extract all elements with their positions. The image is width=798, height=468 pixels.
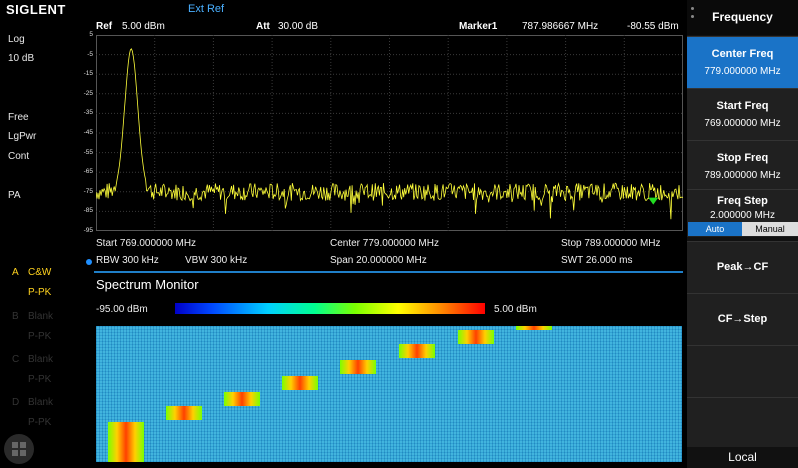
trigger-mode[interactable]: Free <box>8 112 29 123</box>
waterfall-signal <box>166 406 202 420</box>
detector-mode[interactable]: LgPwr <box>8 131 37 142</box>
sweep-mode[interactable]: Cont <box>8 151 30 162</box>
trace-a-mode[interactable]: C&W <box>28 267 52 278</box>
ref-label: Ref <box>96 21 113 32</box>
local-button[interactable]: Local <box>687 447 798 468</box>
y-tick-label: -15 <box>83 70 93 78</box>
ext-ref-indicator: Ext Ref <box>188 3 225 15</box>
peak-to-cf-button[interactable]: Peak→CF <box>687 241 798 293</box>
trace-b-det[interactable]: P-PK <box>28 331 52 342</box>
trace-b-letter[interactable]: B <box>12 311 19 322</box>
trace-a-line <box>96 48 683 220</box>
trace-d-mode[interactable]: Blank <box>28 397 54 408</box>
ref-value[interactable]: 5.00 dBm <box>122 21 165 32</box>
y-tick-label: -35 <box>83 109 93 117</box>
spectrum-trace-plot <box>96 35 683 231</box>
trace-d-det[interactable]: P-PK <box>28 417 52 428</box>
y-tick-label: -85 <box>83 207 93 215</box>
waterfall-signal <box>224 392 260 406</box>
marker-label: Marker1 <box>459 21 498 32</box>
rbw-indicator-icon <box>86 259 92 265</box>
empty-softkey[interactable] <box>687 397 798 447</box>
marker-level: -80.55 dBm <box>627 21 679 32</box>
y-tick-label: -95 <box>83 227 93 234</box>
spectrum-monitor-title: Spectrum Monitor <box>96 277 199 292</box>
scale-type[interactable]: Log <box>8 34 25 45</box>
y-tick-label: -65 <box>83 168 93 176</box>
y-tick-label: -45 <box>83 129 93 136</box>
freq-step-auto-tab[interactable]: Auto <box>688 222 742 236</box>
stop-freq-info[interactable]: Stop 789.000000 MHz <box>561 238 661 249</box>
waterfall-signal <box>458 330 494 344</box>
center-freq-info[interactable]: Center 779.000000 MHz <box>330 238 439 249</box>
vbw-info[interactable]: VBW 300 kHz <box>185 255 248 266</box>
trace-c-mode[interactable]: Blank <box>28 354 54 365</box>
trace-d-letter[interactable]: D <box>12 397 20 408</box>
preamp-indicator[interactable]: PA <box>8 190 21 201</box>
att-label: Att <box>256 21 270 32</box>
y-tick-label: -55 <box>83 148 93 156</box>
color-scale-bar <box>175 303 485 314</box>
trace-c-letter[interactable]: C <box>12 354 20 365</box>
swt-info[interactable]: SWT 26.000 ms <box>561 255 633 266</box>
trace-c-det[interactable]: P-PK <box>28 374 52 385</box>
empty-softkey[interactable] <box>687 345 798 397</box>
y-tick-label: -25 <box>83 89 93 97</box>
y-axis-labels: 5 -5 -15 -25 -35 -45 -55 -65 -75 -85 -95 <box>78 31 95 234</box>
colorbar-max-label: 5.00 dBm <box>494 304 537 315</box>
stop-freq-button[interactable]: Stop Freq 789.000000 MHz <box>687 140 798 192</box>
trace-b-mode[interactable]: Blank <box>28 311 54 322</box>
waterfall-signal <box>340 360 376 374</box>
y-tick-label: -5 <box>87 50 93 58</box>
trace-a-det[interactable]: P-PK <box>28 287 52 298</box>
freq-step-manual-tab[interactable]: Manual <box>742 222 798 236</box>
waterfall-signal <box>399 344 435 358</box>
start-freq-button[interactable]: Start Freq 769.000000 MHz <box>687 88 798 140</box>
center-freq-button[interactable]: Center Freq 779.000000 MHz <box>687 36 798 88</box>
span-info[interactable]: Span 20.000000 MHz <box>330 255 427 266</box>
waterfall-display <box>96 326 682 462</box>
waterfall-signal <box>108 422 144 462</box>
marker-freq: 787.986667 MHz <box>522 21 599 32</box>
cf-to-step-button[interactable]: CF→Step <box>687 293 798 345</box>
home-grid-icon[interactable] <box>4 434 34 464</box>
section-divider <box>94 271 683 273</box>
menu-dots-icon[interactable] <box>691 15 694 18</box>
menu-dots-icon[interactable] <box>691 7 694 10</box>
waterfall-signal <box>282 376 318 390</box>
waterfall-signal <box>516 326 552 330</box>
start-freq-info[interactable]: Start 769.000000 MHz <box>96 238 197 249</box>
menu-title-frequency: Frequency <box>687 0 798 35</box>
y-tick-label: 5 <box>89 31 93 38</box>
marker1-icon <box>648 197 659 205</box>
att-value[interactable]: 30.00 dB <box>278 21 319 32</box>
trace-a-letter[interactable]: A <box>12 267 19 278</box>
rbw-info[interactable]: RBW 300 kHz <box>96 255 159 266</box>
siglent-logo: SIGLENT <box>6 2 66 17</box>
scale-div[interactable]: 10 dB <box>8 53 35 64</box>
y-tick-label: -75 <box>83 187 93 195</box>
colorbar-min-label: -95.00 dBm <box>96 304 148 315</box>
